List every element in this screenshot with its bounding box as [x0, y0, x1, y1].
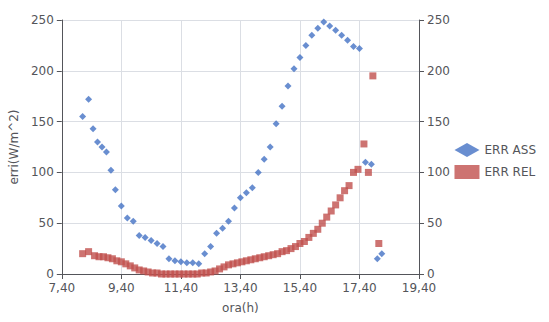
svg-text:200: 200 [31, 64, 54, 78]
svg-text:250: 250 [427, 13, 450, 27]
svg-text:100: 100 [427, 165, 450, 179]
svg-text:17,40: 17,40 [342, 281, 376, 295]
svg-text:ERR ASS: ERR ASS [484, 143, 536, 157]
svg-text:150: 150 [31, 115, 54, 129]
svg-text:100: 100 [31, 165, 54, 179]
svg-text:15,40: 15,40 [283, 281, 317, 295]
svg-text:50: 50 [427, 216, 442, 230]
svg-text:erri(W/m^2): erri(W/m^2) [7, 109, 21, 184]
svg-text:ora(h): ora(h) [222, 301, 259, 315]
svg-text:13,40: 13,40 [223, 281, 257, 295]
svg-text:ERR REL: ERR REL [484, 165, 535, 179]
svg-text:19,40: 19,40 [402, 281, 436, 295]
svg-text:7,40: 7,40 [48, 281, 75, 295]
svg-text:50: 50 [39, 216, 54, 230]
svg-text:11,40: 11,40 [164, 281, 198, 295]
svg-text:0: 0 [427, 267, 435, 281]
svg-text:0: 0 [46, 267, 54, 281]
svg-text:9,40: 9,40 [108, 281, 135, 295]
svg-text:150: 150 [427, 115, 450, 129]
svg-text:250: 250 [31, 13, 54, 27]
svg-text:200: 200 [427, 64, 450, 78]
